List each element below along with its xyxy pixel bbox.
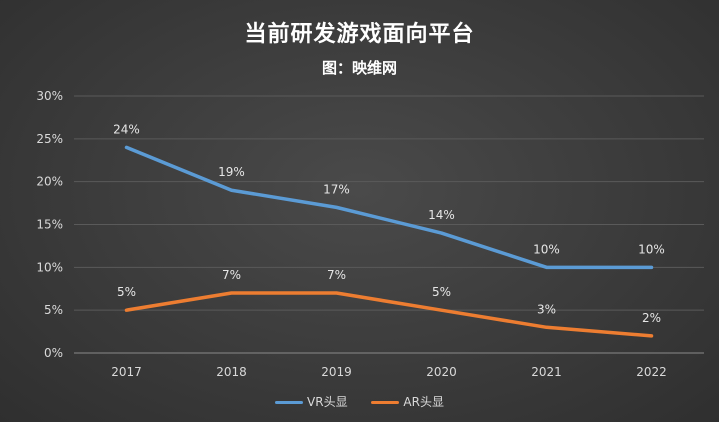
- data-label-ar: 7%: [222, 268, 241, 282]
- legend: VR头显 AR头显: [0, 393, 719, 410]
- legend-swatch-vr: [275, 401, 304, 404]
- gridlines: [74, 95, 704, 354]
- chart-subtitle: 图：映维网: [321, 59, 397, 77]
- series-lines: [124, 145, 654, 338]
- legend-item-ar[interactable]: AR头显: [371, 393, 444, 410]
- x-tick-label: 2017: [111, 365, 142, 379]
- legend-item-vr[interactable]: VR头显: [275, 393, 348, 410]
- x-axis-ticks: 2017 2018 2019 2020 2021 2022: [111, 365, 667, 379]
- x-tick-label: 2022: [636, 365, 667, 379]
- data-label-vr: 10%: [533, 242, 560, 256]
- x-tick-label: 2021: [531, 365, 562, 379]
- y-tick-label: 10%: [36, 260, 63, 274]
- legend-label-ar: AR头显: [403, 395, 444, 409]
- y-tick-label: 25%: [36, 132, 63, 146]
- data-label-vr: 17%: [323, 182, 350, 196]
- series-line-ar: [124, 291, 654, 338]
- x-tick-label: 2020: [426, 365, 457, 379]
- data-label-ar: 5%: [432, 285, 451, 299]
- data-label-ar: 2%: [642, 311, 661, 325]
- series-line-vr: [124, 145, 654, 270]
- legend-swatch-ar: [371, 401, 400, 404]
- x-tick-label: 2018: [216, 365, 247, 379]
- data-label-ar: 7%: [327, 268, 346, 282]
- y-tick-label: 30%: [36, 89, 63, 103]
- chart-title: 当前研发游戏面向平台: [244, 22, 475, 47]
- x-tick-label: 2019: [321, 365, 352, 379]
- data-label-ar: 3%: [537, 302, 556, 316]
- legend-label-vr: VR头显: [307, 395, 348, 409]
- y-axis-ticks: 0% 5% 10% 15% 20% 25% 30%: [36, 89, 63, 360]
- data-label-vr: 24%: [113, 122, 140, 136]
- y-tick-label: 20%: [36, 175, 63, 189]
- data-labels: 24% 19% 17% 14% 10% 10% 5% 7% 7% 5% 3% 2%: [113, 122, 665, 324]
- data-label-vr: 14%: [428, 208, 455, 222]
- data-label-vr: 10%: [638, 242, 665, 256]
- y-tick-label: 0%: [44, 346, 63, 360]
- y-tick-label: 5%: [44, 303, 63, 317]
- data-label-ar: 5%: [117, 285, 136, 299]
- y-tick-label: 15%: [36, 218, 63, 232]
- data-label-vr: 19%: [218, 165, 245, 179]
